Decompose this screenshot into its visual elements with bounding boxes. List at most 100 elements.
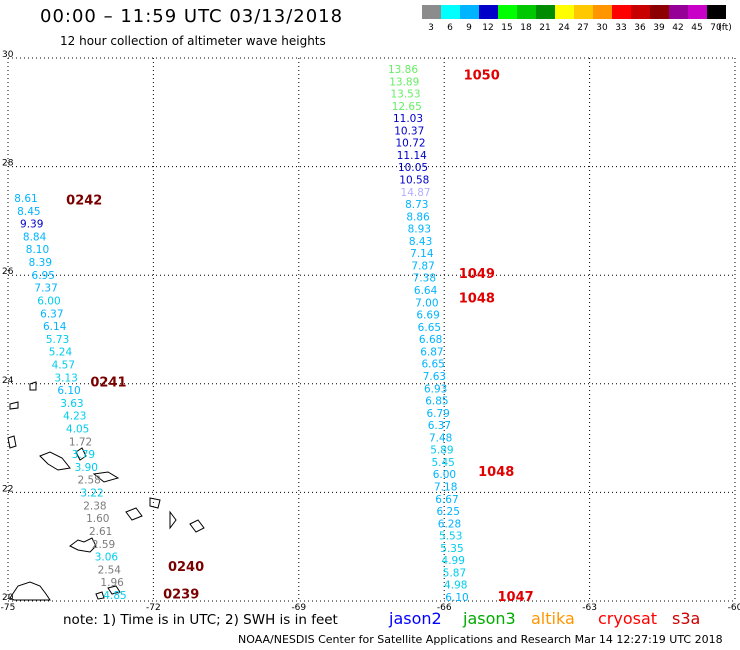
track-time-label: 0242 [66, 194, 102, 209]
wave-reading: 8.84 [23, 231, 47, 243]
satellite-name-cryosat: cryosat [598, 609, 658, 628]
wave-reading: 5.87 [443, 567, 466, 579]
track-time-label: 1049 [459, 267, 495, 282]
legend-swatch [574, 5, 593, 19]
legend-label: 70 [710, 23, 722, 33]
wave-reading: 2.58 [77, 475, 100, 487]
lat-tick-label: 26 [2, 267, 14, 277]
track-time-label: 1050 [464, 69, 500, 84]
wave-reading: 5.24 [49, 347, 73, 359]
track-time-labels: 0242 0241 0240 0239 1050 1049 1048 1048 1047 [66, 69, 534, 605]
wave-reading: 6.65 [421, 359, 444, 371]
wave-reading: 7.37 [34, 283, 57, 295]
legend-label: 30 [596, 23, 608, 33]
lat-lon-grid [7, 57, 736, 602]
lon-tick-label: -72 [146, 603, 161, 613]
map-subtitle: 12 hour collection of altimeter wave hei… [60, 34, 326, 48]
wave-reading: 10.05 [398, 162, 428, 174]
wave-reading: 6.37 [428, 420, 451, 432]
legend-swatch [460, 5, 479, 19]
bahama-8 [9, 401, 19, 410]
legend-label: 15 [501, 23, 513, 33]
wave-reading: 8.93 [408, 224, 431, 236]
wave-reading: 13.86 [388, 64, 418, 76]
wave-reading: 9.39 [20, 219, 43, 231]
wave-reading: 8.45 [17, 206, 40, 218]
legend-swatch [612, 5, 631, 19]
wave-reading: 8.86 [406, 211, 430, 223]
legend-label: 33 [615, 23, 627, 33]
wave-reading: 3.13 [54, 372, 77, 384]
wave-reading: 2.54 [98, 564, 122, 576]
legend-swatch [650, 5, 669, 19]
hispaniola-coast [69, 537, 97, 553]
wave-reading: 3.06 [95, 552, 119, 564]
legend-label: 6 [447, 23, 453, 33]
andros-island [39, 451, 71, 471]
satellite-name-altika: altika [531, 609, 575, 628]
legend-label: 12 [482, 23, 494, 33]
wave-reading: 7.00 [415, 297, 438, 309]
bahama-1 [92, 471, 120, 483]
legend-label: 36 [634, 23, 646, 33]
legend-swatch [498, 5, 517, 19]
wave-reading: 3.90 [75, 462, 98, 474]
landmass-outlines [7, 381, 205, 601]
bahama-3 [125, 507, 143, 521]
wave-reading: 8.10 [26, 244, 49, 256]
wave-reading: 6.14 [43, 321, 67, 333]
legend-swatch [479, 5, 498, 19]
wave-reading: 7.48 [429, 432, 452, 444]
wave-reading: 7.18 [434, 481, 457, 493]
legend-label: 18 [520, 23, 532, 33]
wave-reading: 10.37 [394, 125, 424, 137]
wave-reading: 1.96 [100, 577, 124, 589]
wave-reading: 6.95 [32, 270, 55, 282]
wave-reading: 3.22 [80, 488, 103, 500]
bahama-2 [75, 447, 87, 461]
wave-reading: 1.72 [69, 436, 92, 448]
wave-reading: 11.03 [393, 113, 423, 125]
wave-reading: 6.85 [425, 396, 448, 408]
wave-reading: 8.39 [29, 257, 52, 269]
wave-reading: 6.79 [426, 408, 449, 420]
bahama-4 [149, 497, 161, 509]
wave-reading: 6.93 [424, 383, 447, 395]
wave-reading: 14.87 [401, 187, 431, 199]
wave-reading: 2.61 [89, 526, 112, 538]
satellite-name-jason2: jason2 [389, 609, 442, 628]
satellite-name-s3a: s3a [672, 609, 701, 628]
wave-reading: 7.87 [411, 260, 434, 272]
legend-swatch [593, 5, 612, 19]
lat-tick-label: 24 [2, 376, 14, 386]
legend-label: 45 [691, 23, 703, 33]
lat-tick-label: 30 [2, 50, 14, 60]
legend-label: 39 [653, 23, 665, 33]
legend-swatch [441, 5, 460, 19]
legend-swatch [688, 5, 707, 19]
wave-reading: 6.10 [57, 385, 80, 397]
wave-reading: 5.35 [440, 543, 463, 555]
wave-reading: 3.63 [60, 398, 83, 410]
wave-reading: 6.28 [438, 518, 461, 530]
track-time-label: 1048 [459, 291, 495, 306]
lat-tick-label: 22 [2, 484, 13, 494]
wave-reading: 13.89 [389, 76, 419, 88]
wave-reading: 10.72 [396, 138, 426, 150]
wave-reading: 13.53 [390, 89, 420, 101]
wave-reading: 6.67 [435, 494, 458, 506]
wave-reading: 7.38 [413, 273, 436, 285]
track-time-label: 1047 [498, 590, 534, 605]
bahama-5 [169, 510, 177, 530]
bahama-9 [29, 381, 37, 391]
wave-reading: 8.73 [405, 199, 428, 211]
wave-reading: 6.68 [419, 334, 442, 346]
track-time-label: 0239 [163, 587, 199, 602]
wave-reading: 4.99 [442, 555, 465, 567]
wave-reading: 5.53 [439, 531, 462, 543]
track-time-label: 1048 [478, 465, 514, 480]
legend-swatch [707, 5, 726, 19]
legend-swatch [517, 5, 536, 19]
wave-reading: 1.60 [86, 513, 109, 525]
east-track-readings: 13.8613.8913.5312.6511.0310.3710.7211.14… [388, 64, 469, 604]
